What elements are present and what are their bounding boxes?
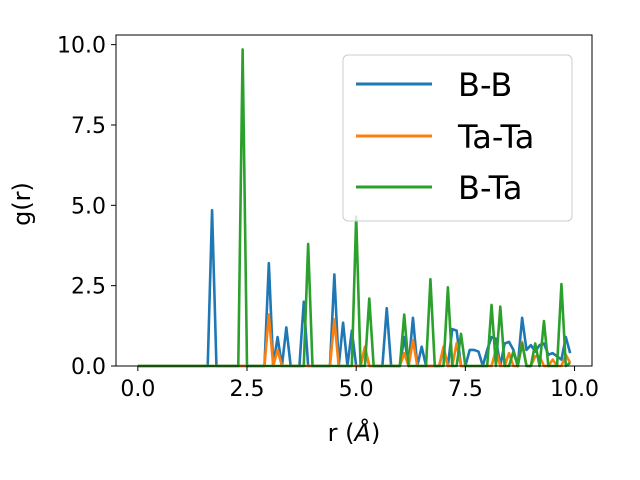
- legend-label-ta-ta: Ta-Ta: [457, 118, 534, 156]
- x-tick-label: 0.0: [120, 377, 155, 402]
- y-axis-label: g(r): [8, 182, 36, 226]
- y-tick-label: 0.0: [71, 355, 106, 380]
- axes: 0.0 2.5 5.0 7.5 10.0 0.0 2.5 5.0 7.5 10.0: [57, 34, 599, 402]
- legend-box: [342, 54, 573, 222]
- y-tick-label: 5.0: [71, 194, 106, 219]
- y-tick-label: 2.5: [71, 275, 106, 300]
- plot-frame: [115, 34, 593, 367]
- legend-label-b-b: B-B: [458, 66, 512, 104]
- x-tick-label: 7.5: [448, 377, 483, 402]
- x-tick-label: 10.0: [550, 377, 599, 402]
- x-tick-label: 2.5: [230, 377, 265, 402]
- x-tick-label: 5.0: [339, 377, 374, 402]
- x-axis-label: r (Å): [328, 418, 381, 447]
- y-tick-label: 7.5: [71, 114, 106, 139]
- y-tick-label: 10.0: [57, 34, 106, 59]
- legend: B-B Ta-Ta B-Ta: [342, 54, 573, 222]
- legend-label-b-ta: B-Ta: [458, 169, 522, 207]
